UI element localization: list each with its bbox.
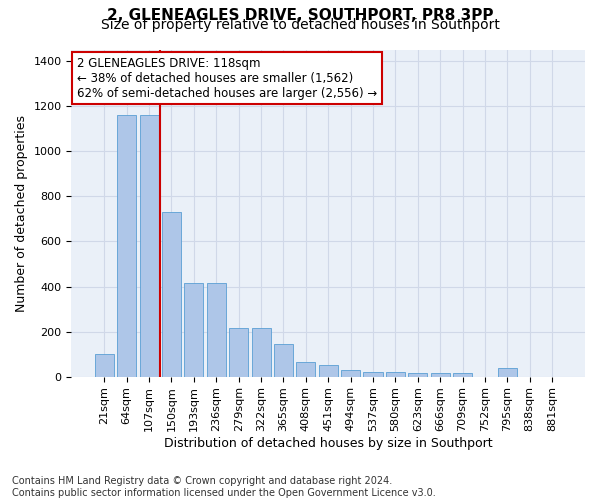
Text: Size of property relative to detached houses in Southport: Size of property relative to detached ho… — [101, 18, 499, 32]
Text: Contains HM Land Registry data © Crown copyright and database right 2024.
Contai: Contains HM Land Registry data © Crown c… — [12, 476, 436, 498]
Text: 2 GLENEAGLES DRIVE: 118sqm
← 38% of detached houses are smaller (1,562)
62% of s: 2 GLENEAGLES DRIVE: 118sqm ← 38% of deta… — [77, 56, 377, 100]
Bar — [364, 372, 383, 376]
Bar — [140, 116, 158, 376]
Bar — [274, 344, 293, 376]
Bar — [341, 370, 360, 376]
Bar — [95, 354, 114, 376]
Bar — [251, 328, 271, 376]
Bar — [117, 116, 136, 376]
Bar — [319, 366, 338, 376]
Bar — [498, 368, 517, 376]
Bar — [162, 212, 181, 376]
Bar — [229, 328, 248, 376]
Text: 2, GLENEAGLES DRIVE, SOUTHPORT, PR8 3PP: 2, GLENEAGLES DRIVE, SOUTHPORT, PR8 3PP — [107, 8, 493, 22]
Bar — [386, 372, 405, 376]
Bar — [184, 283, 203, 376]
Bar — [296, 362, 316, 376]
X-axis label: Distribution of detached houses by size in Southport: Distribution of detached houses by size … — [164, 437, 493, 450]
Y-axis label: Number of detached properties: Number of detached properties — [15, 115, 28, 312]
Bar — [453, 373, 472, 376]
Bar — [207, 283, 226, 376]
Bar — [408, 373, 427, 376]
Bar — [431, 373, 449, 376]
